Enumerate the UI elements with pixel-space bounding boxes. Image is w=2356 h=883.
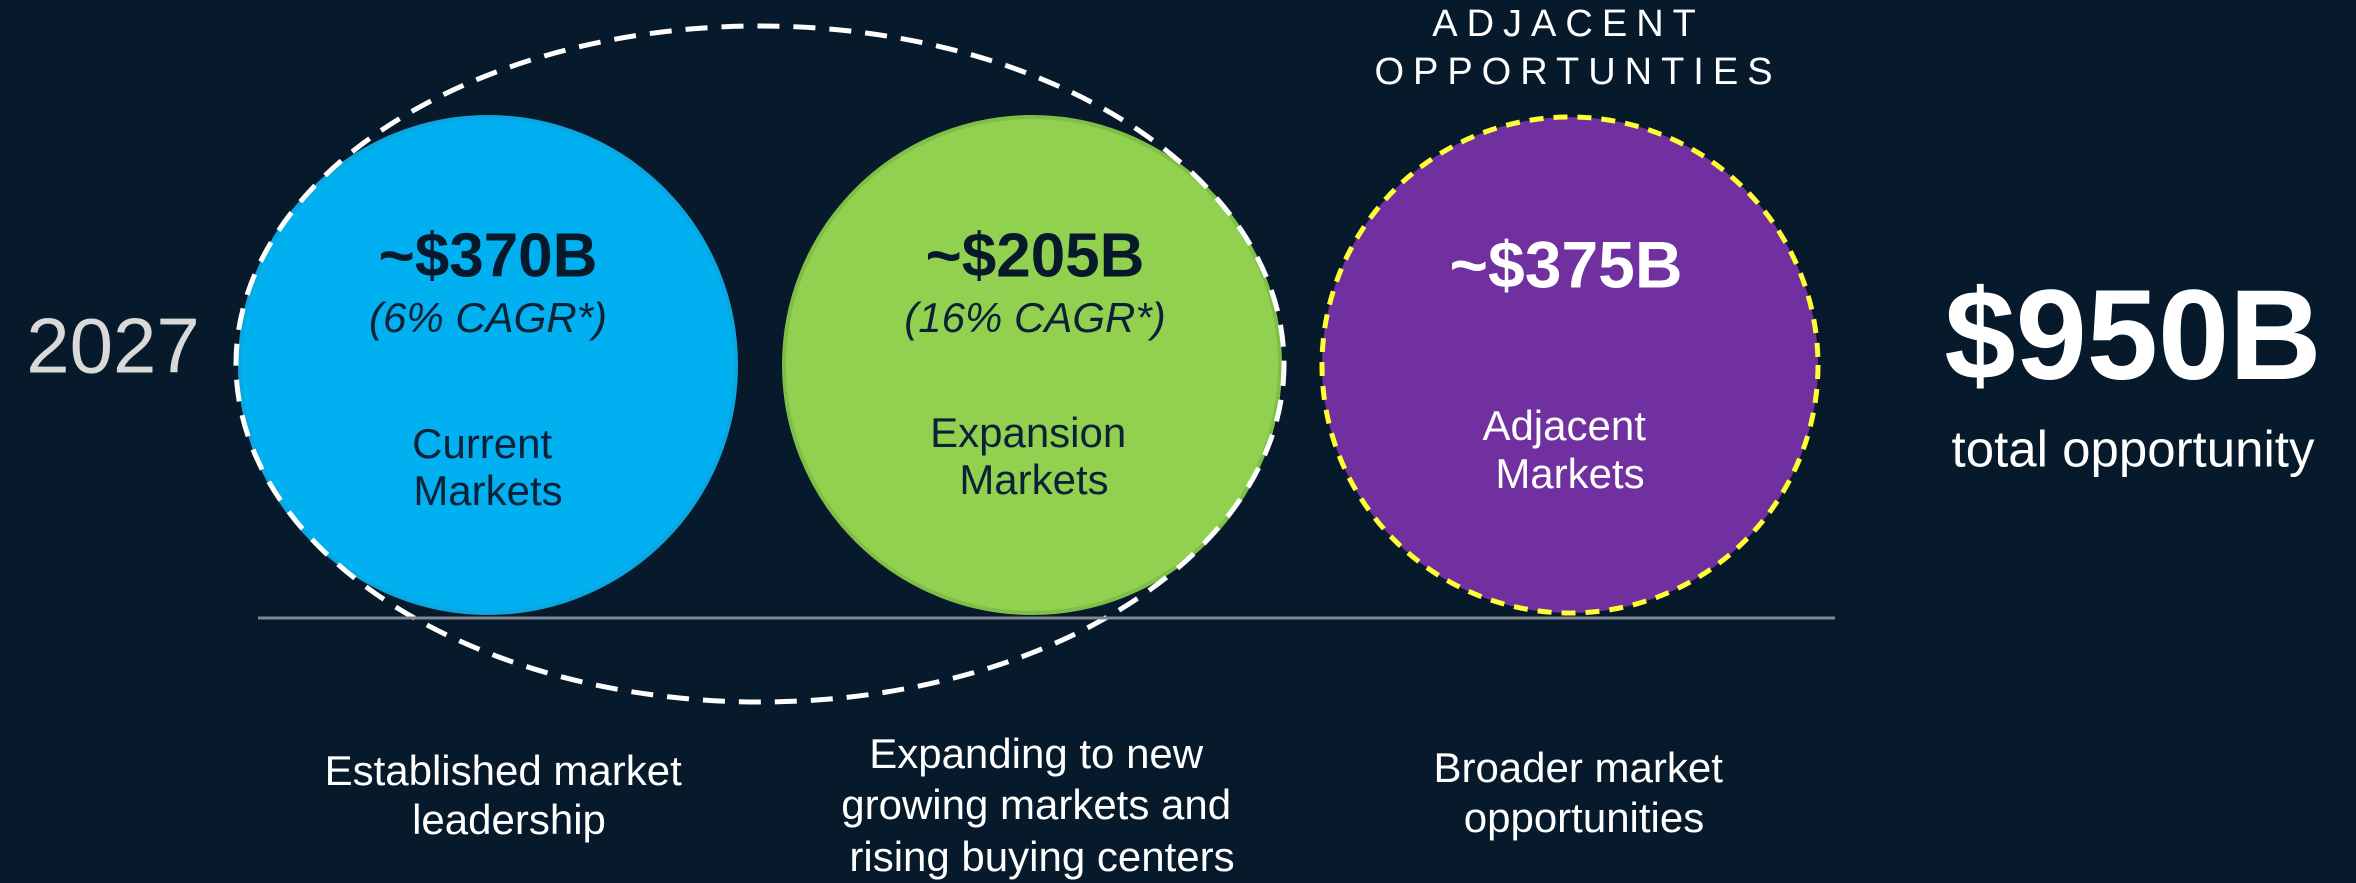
description: Established market leadership bbox=[325, 747, 694, 843]
dashed-ellipse bbox=[233, 23, 1287, 705]
label-line: Markets bbox=[959, 456, 1108, 503]
header-line: OPPORTUNTIES bbox=[1374, 51, 1781, 93]
cagr: (6% CAGR*) bbox=[369, 294, 607, 341]
total-label: total opportunity bbox=[1952, 420, 2315, 477]
header-line: ADJACENT bbox=[1432, 3, 1704, 45]
adjacent-markets-circle bbox=[1319, 114, 1821, 616]
current-markets-circle bbox=[238, 115, 738, 615]
description-line: Broader market bbox=[1433, 744, 1723, 791]
expansion-markets-circle bbox=[782, 115, 1282, 615]
description-line: Established market bbox=[325, 747, 682, 794]
label-line: Adjacent bbox=[1482, 402, 1646, 449]
market-value: ~$205B bbox=[926, 221, 1145, 290]
label-line: Expansion bbox=[930, 409, 1126, 456]
market-label: Current Markets bbox=[412, 420, 564, 514]
year: 2027 bbox=[26, 302, 200, 390]
label-line: Current bbox=[412, 420, 552, 467]
adjacent-header: ADJACENT OPPORTUNTIES bbox=[1374, 3, 1781, 93]
market-label: Adjacent Markets bbox=[1482, 402, 1657, 497]
market-value: ~$375B bbox=[1449, 227, 1682, 301]
description: Expanding to new growing markets and ris… bbox=[841, 730, 1243, 880]
total-value: $950B bbox=[1944, 264, 2321, 407]
description-line: opportunities bbox=[1464, 794, 1705, 841]
label-line: Markets bbox=[413, 467, 562, 514]
description: Broader market opportunities bbox=[1433, 744, 1734, 841]
description-line: leadership bbox=[412, 796, 606, 843]
description-line: rising buying centers bbox=[849, 833, 1234, 880]
description-line: Expanding to new bbox=[869, 730, 1204, 777]
market-label: Expansion Markets bbox=[930, 409, 1138, 503]
label-line: Markets bbox=[1495, 450, 1644, 497]
description-line: growing markets and bbox=[841, 781, 1231, 828]
cagr: (16% CAGR*) bbox=[904, 294, 1165, 341]
market-value: ~$370B bbox=[379, 221, 598, 290]
